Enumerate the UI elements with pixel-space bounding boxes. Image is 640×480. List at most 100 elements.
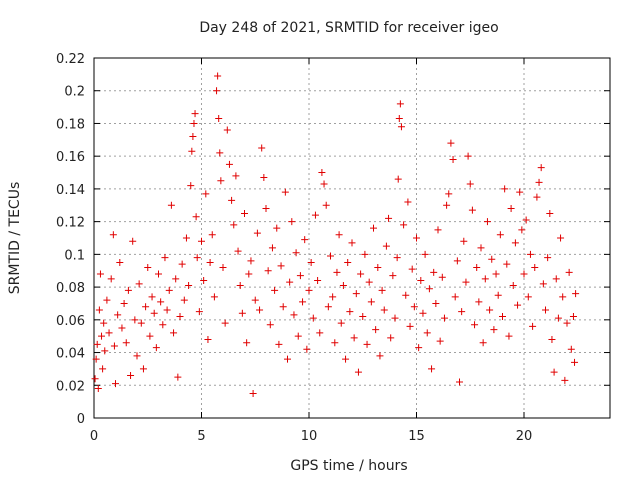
data-point [436, 337, 444, 345]
data-point [389, 272, 397, 280]
data-point [318, 169, 326, 177]
data-point [185, 281, 193, 289]
y-tick-label: 0.12 [56, 216, 85, 231]
data-point [288, 218, 296, 226]
data-point [509, 281, 517, 289]
data-point [522, 216, 530, 224]
data-point [299, 298, 307, 306]
axis-ticks: 0 0.02 0.04 0.06 0.08 0.1 0.12 0.14 0.16 0.18 0.2 0… [56, 52, 610, 444]
data-point [572, 290, 580, 298]
data-point [374, 263, 382, 271]
data-point [221, 319, 229, 327]
data-point [159, 321, 167, 329]
data-point [139, 365, 147, 373]
data-point [391, 314, 399, 322]
y-tick-label: 0.16 [56, 150, 85, 165]
data-point [363, 340, 371, 348]
data-point [193, 254, 201, 262]
data-point [468, 206, 476, 214]
data-point [352, 290, 360, 298]
data-point [542, 306, 549, 314]
data-point [520, 270, 528, 278]
data-point [337, 319, 345, 327]
data-point [548, 335, 556, 343]
data-point [101, 347, 109, 355]
x-tick-label: 15 [408, 429, 425, 444]
data-point [451, 293, 459, 301]
data-point [260, 173, 268, 181]
data-point [131, 316, 139, 324]
data-point [449, 155, 457, 163]
data-point [163, 306, 171, 314]
x-axis-label: GPS time / hours [290, 458, 407, 474]
data-point [552, 275, 560, 283]
data-point [346, 308, 354, 316]
data-point [275, 340, 283, 348]
data-point [198, 237, 205, 245]
data-point [428, 365, 436, 373]
data-point [116, 259, 124, 267]
data-point [178, 260, 186, 268]
data-point [320, 180, 328, 188]
data-point [453, 257, 461, 265]
data-point [174, 373, 182, 381]
chart-title: Day 248 of 2021, SRMTID for receiver ige… [199, 20, 498, 36]
data-point [335, 231, 343, 239]
data-point [238, 309, 246, 317]
data-point [200, 277, 208, 285]
data-point [92, 355, 100, 363]
data-point [103, 296, 111, 304]
data-point [488, 255, 496, 263]
x-tick-label: 5 [197, 429, 205, 444]
data-point [223, 126, 231, 134]
data-point [256, 306, 264, 314]
y-axis-label: SRMTID / TECUs [7, 182, 23, 295]
data-point [165, 286, 173, 294]
data-point [382, 242, 390, 250]
data-point [415, 344, 423, 352]
data-point [445, 190, 453, 198]
data-point [440, 314, 448, 322]
data-point [228, 196, 236, 204]
data-point [342, 355, 350, 363]
data-point [365, 278, 373, 286]
data-point [359, 313, 367, 321]
data-point [322, 201, 330, 209]
data-point [314, 277, 322, 285]
data-point [266, 321, 274, 329]
data-point [333, 268, 341, 276]
data-point [434, 226, 442, 234]
data-point [148, 293, 156, 301]
data-point [195, 308, 203, 316]
data-point [144, 263, 152, 271]
data-point [518, 226, 526, 234]
data-point [249, 389, 257, 397]
data-point [152, 344, 160, 352]
data-point [423, 329, 431, 337]
data-point [215, 115, 223, 123]
data-point [397, 123, 405, 131]
data-point [190, 119, 198, 127]
data-point [264, 267, 272, 275]
data-point [544, 254, 552, 262]
data-point [230, 221, 238, 229]
data-point [496, 231, 504, 239]
data-point [458, 308, 466, 316]
data-point [109, 231, 117, 239]
data-point [524, 293, 532, 301]
data-point [245, 270, 253, 278]
data-point [91, 375, 99, 383]
data-point [421, 250, 429, 258]
data-point [268, 244, 276, 252]
data-point [135, 280, 143, 288]
data-points [91, 72, 580, 397]
data-point [567, 345, 575, 353]
data-point [339, 281, 347, 289]
data-point [281, 188, 289, 196]
data-point [529, 322, 537, 330]
data-point [98, 332, 106, 340]
data-point [550, 368, 558, 376]
data-point [137, 319, 145, 327]
data-point [447, 139, 455, 147]
data-point [394, 175, 402, 183]
